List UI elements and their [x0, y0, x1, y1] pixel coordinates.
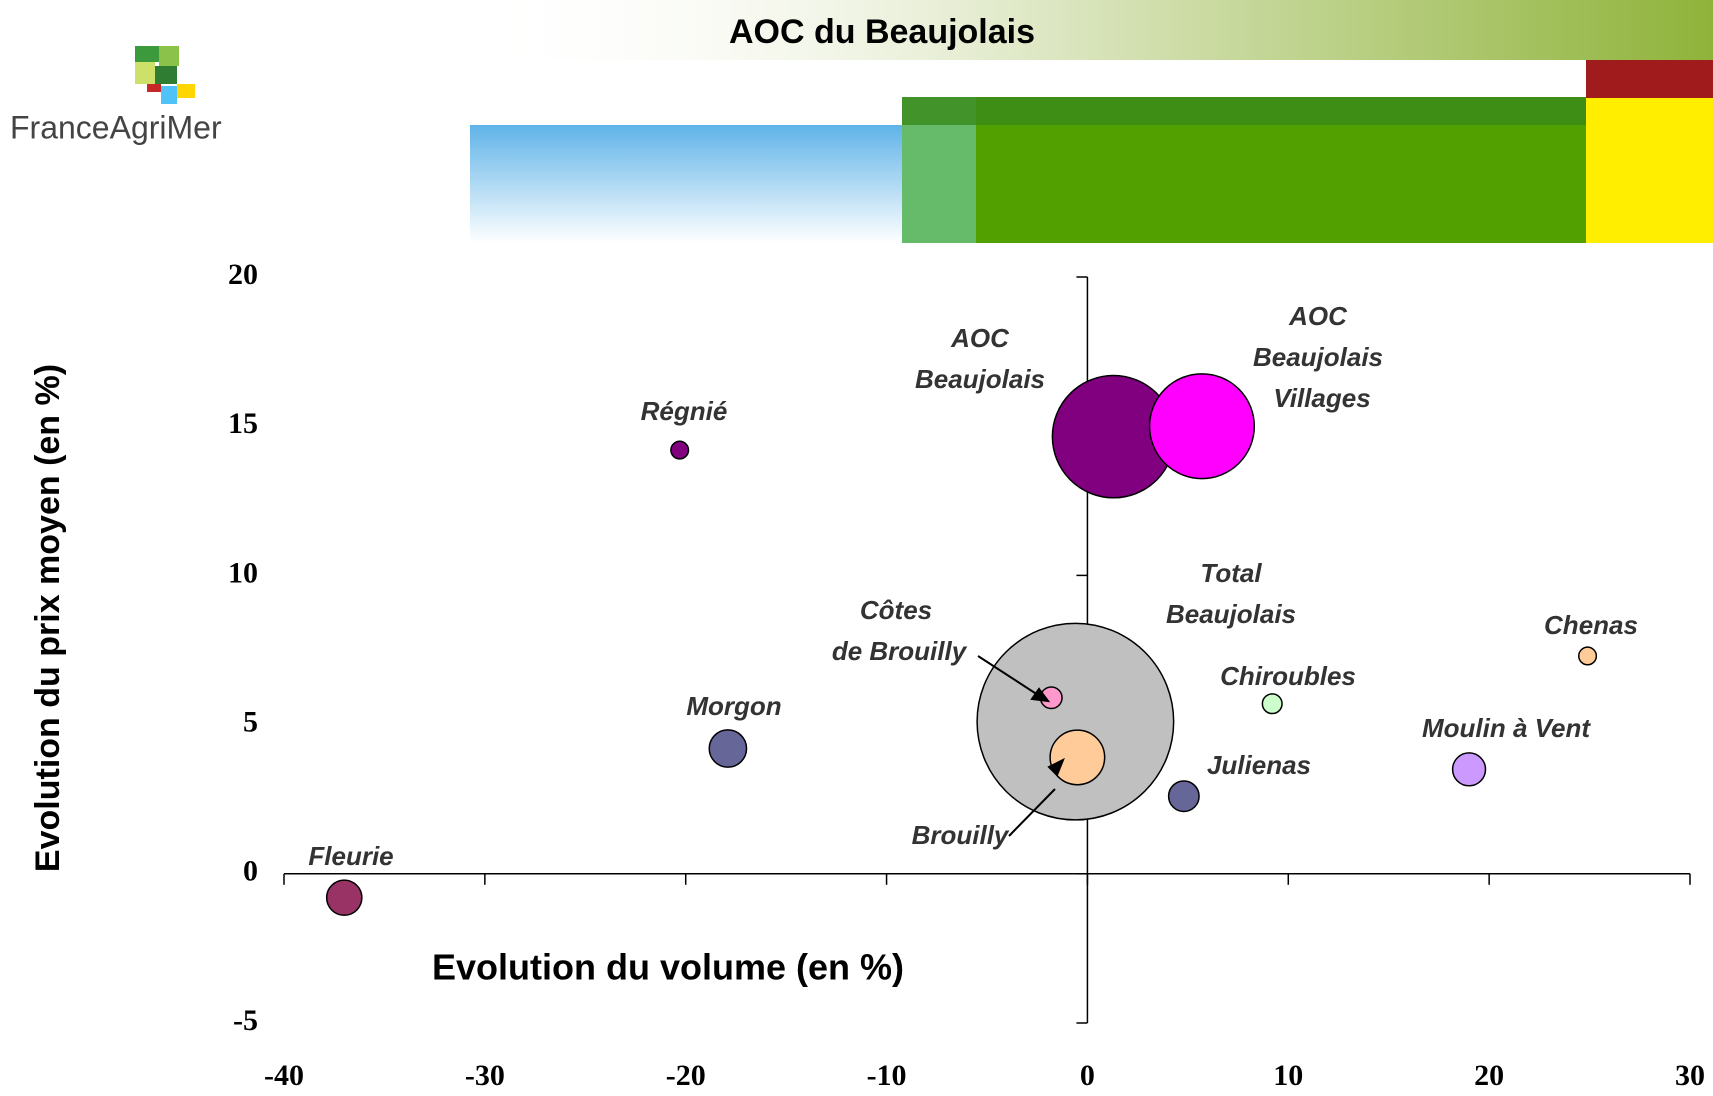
x-tick-label: -10 [867, 1059, 907, 1092]
bubble [670, 440, 690, 460]
bubble [1049, 729, 1106, 786]
bubble [976, 622, 1175, 821]
bubble-label: Chiroubles [1220, 661, 1356, 691]
bubble-label: Fleurie [308, 841, 393, 871]
y-axis-label: Evolution du prix moyen (en %) [29, 364, 67, 872]
bubble-label: Régnié [641, 396, 728, 426]
x-tick-label: 0 [1080, 1059, 1095, 1092]
bubble [325, 879, 363, 917]
bubble-label: de Brouilly [832, 636, 968, 666]
x-tick-label: -40 [264, 1059, 304, 1092]
bubble-label: Beaujolais [1166, 599, 1296, 629]
bubble [1451, 752, 1487, 787]
bubble-label: AOC [950, 323, 1010, 353]
y-tick-label: 5 [243, 705, 258, 738]
bubble-label: Brouilly [912, 820, 1010, 850]
leader-lines [977, 655, 1065, 837]
bubble-label: AOC [1288, 301, 1348, 331]
x-tick-label: 10 [1273, 1059, 1303, 1092]
bubble-label: Total [1200, 558, 1262, 588]
bubble-label: Villages [1273, 383, 1370, 413]
logo: FranceAgriMer [10, 46, 222, 145]
bubble [1167, 780, 1200, 813]
bubble-label: Julienas [1207, 750, 1311, 780]
logo-text: FranceAgriMer [10, 109, 222, 145]
header-decoration [470, 0, 1713, 243]
x-tick-label: 20 [1474, 1059, 1504, 1092]
y-tick-label: 0 [243, 855, 258, 888]
y-tick-label: 10 [228, 556, 258, 589]
chart-title: AOC du Beaujolais [729, 13, 1035, 51]
x-tick-label: 30 [1675, 1059, 1705, 1092]
bubble-label: Morgon [686, 691, 781, 721]
x-tick-label: -30 [465, 1059, 505, 1092]
bubble [1261, 693, 1283, 715]
bubble [708, 729, 748, 768]
x-tick-label: -20 [666, 1059, 706, 1092]
x-axis-label: Evolution du volume (en %) [432, 947, 904, 988]
y-tick-label: 15 [228, 407, 258, 440]
bubble-label: Moulin à Vent [1422, 713, 1591, 743]
bubble-label: Beaujolais [915, 364, 1045, 394]
y-tick-label: 20 [228, 258, 258, 291]
bubble [1148, 373, 1256, 480]
bubble-label: Côtes [860, 595, 932, 625]
bubble-label: Chenas [1544, 610, 1638, 640]
y-tick-label: -5 [233, 1004, 258, 1037]
bubble-label: Beaujolais [1253, 342, 1383, 372]
bubble [1578, 646, 1598, 666]
